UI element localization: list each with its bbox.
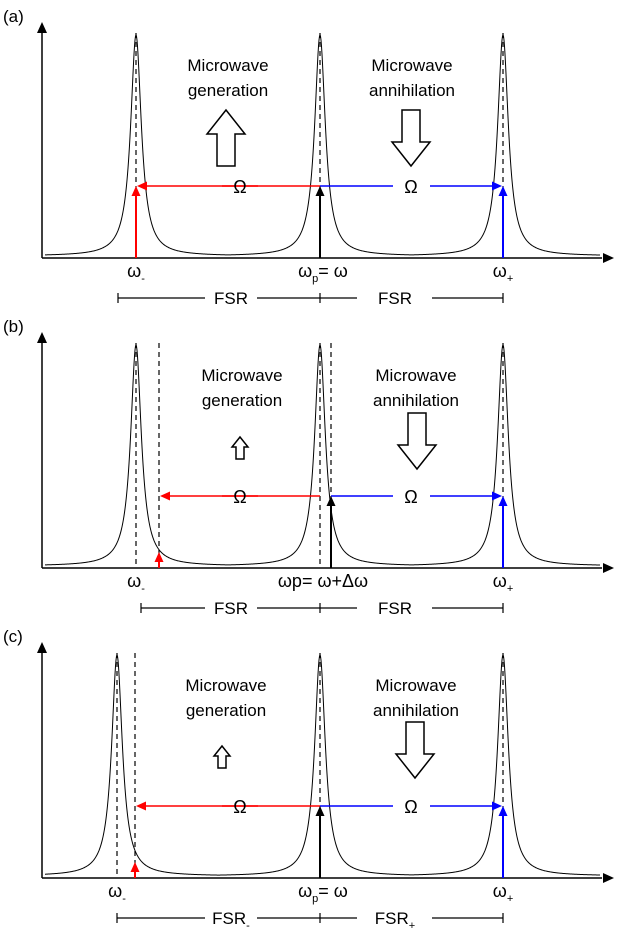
freq-label-center-sub: p <box>312 273 318 285</box>
fsr-label-right-main: FSR <box>378 599 412 618</box>
freq-label-center-rest: = ω <box>318 261 348 281</box>
fsr-label-left: FSR <box>214 289 248 308</box>
generation-up-arrow <box>205 108 247 167</box>
freq-label-left: ω- <box>127 571 145 595</box>
generation-text-line1: Microwave <box>187 56 268 75</box>
fsr-label-right-main: FSR <box>375 909 409 928</box>
freq-label-right-main: ω <box>493 571 507 591</box>
y-axis-arrowhead <box>37 332 47 343</box>
omega-ann-arrowhead <box>492 801 502 811</box>
freq-label-right-main: ω <box>493 261 507 281</box>
pump-arrowhead <box>315 186 325 196</box>
fsr-label-left-main: FSR <box>212 909 246 928</box>
annihilation-down-arrow <box>390 109 432 168</box>
generation-up-arrow <box>212 744 232 769</box>
y-axis-arrowhead <box>37 642 47 653</box>
freq-label-center-sub: p <box>312 893 318 905</box>
panel-label: (b) <box>3 317 24 336</box>
freq-label-right: ω+ <box>493 261 514 285</box>
omega-ann-label: Ω <box>404 797 417 817</box>
freq-label-center: ωp= ω <box>298 261 348 285</box>
omega-ann-arrowhead <box>492 181 502 191</box>
freq-label-center-main: ω <box>298 881 312 901</box>
omega-gen-label: Ω <box>233 797 246 817</box>
generation-text-line1: Microwave <box>185 676 266 695</box>
red-sideband-arrowhead <box>154 552 164 562</box>
panel-b: (b) Ω Ω Microwave generation Microwave annihil… <box>3 317 614 618</box>
freq-label-center: ωp= ω <box>298 881 348 905</box>
generation-text-line2: generation <box>188 81 268 100</box>
freq-label-left-sub: - <box>141 583 145 595</box>
pump-arrowhead <box>315 806 325 816</box>
x-axis-arrowhead <box>603 253 614 263</box>
red-sideband-arrowhead <box>131 186 141 196</box>
freq-label-left: ω- <box>108 881 126 905</box>
fsr-label-left-main: FSR <box>214 289 248 308</box>
pump-arrowhead <box>326 496 336 506</box>
generation-text-line1: Microwave <box>201 366 282 385</box>
generation-text-line2: generation <box>202 391 282 410</box>
freq-label-left-main: ω <box>127 571 141 591</box>
fsr-label-left: FSR <box>214 599 248 618</box>
generation-text-line2: generation <box>186 701 266 720</box>
fsr-label-right: FSR+ <box>375 909 415 929</box>
resonance-curve <box>411 33 601 256</box>
fsr-label-right: FSR <box>378 289 412 308</box>
panel-c: (c) Ω Ω Microwave generation Microwave annihil… <box>3 627 614 929</box>
y-axis-arrowhead <box>37 22 47 33</box>
annihilation-text-line2: annihilation <box>369 81 455 100</box>
panel-a: (a) Ω Ω Microwave generation Microwave annihil… <box>3 7 614 308</box>
omega-ann-label: Ω <box>404 177 417 197</box>
freq-label-left-main: ω <box>108 881 122 901</box>
fsr-label-right-sub: + <box>409 920 415 929</box>
x-axis-arrowhead <box>603 873 614 883</box>
omega-gen-arrowhead <box>136 801 146 811</box>
freq-label-center-main: ω <box>298 261 312 281</box>
fsr-label-left-main: FSR <box>214 599 248 618</box>
freq-label-left: ω- <box>127 261 145 285</box>
freq-label-right-sub: + <box>507 583 513 595</box>
blue-sideband-arrowhead <box>498 496 508 506</box>
red-sideband-arrowhead <box>130 862 140 872</box>
fsr-label-left: FSR- <box>212 909 250 929</box>
annihilation-text-line1: Microwave <box>375 676 456 695</box>
freq-label-center: ωp= ω+Δω <box>278 571 368 591</box>
resonance-curve <box>218 653 412 876</box>
annihilation-text-line2: annihilation <box>373 391 459 410</box>
x-axis-arrowhead <box>603 563 614 573</box>
annihilation-text-line1: Microwave <box>371 56 452 75</box>
freq-label-center-rest: = ω <box>318 881 348 901</box>
generation-up-arrow <box>230 435 250 460</box>
blue-sideband-arrowhead <box>498 806 508 816</box>
panel-label: (a) <box>3 7 24 26</box>
freq-label-left-sub: - <box>122 893 126 905</box>
freq-label-right-sub: + <box>507 893 513 905</box>
omega-gen-label: Ω <box>233 487 246 507</box>
fsr-label-left-sub: - <box>246 920 250 929</box>
resonance-curve <box>44 653 219 876</box>
annihilation-text-line2: annihilation <box>373 701 459 720</box>
omega-ann-label: Ω <box>404 487 417 507</box>
annihilation-text-line1: Microwave <box>375 366 456 385</box>
omega-ann-arrowhead <box>492 491 502 501</box>
omega-gen-arrowhead <box>137 181 147 191</box>
omega-gen-arrowhead <box>160 491 170 501</box>
resonance-curve <box>411 343 601 566</box>
freq-label-right: ω+ <box>493 571 514 595</box>
resonance-curve <box>411 653 601 876</box>
freq-label-left-main: ω <box>127 261 141 281</box>
omega-gen-label: Ω <box>233 177 246 197</box>
freq-label-center-main: ωp= ω+Δω <box>278 571 368 591</box>
annihilation-down-arrow <box>396 412 438 471</box>
freq-label-left-sub: - <box>141 273 145 285</box>
freq-label-right: ω+ <box>493 881 514 905</box>
blue-sideband-arrowhead <box>498 186 508 196</box>
freq-label-right-main: ω <box>493 881 507 901</box>
panel-label: (c) <box>3 627 23 646</box>
freq-label-right-sub: + <box>507 273 513 285</box>
annihilation-down-arrow <box>394 721 436 780</box>
fsr-label-right: FSR <box>378 599 412 618</box>
fsr-label-right-main: FSR <box>378 289 412 308</box>
